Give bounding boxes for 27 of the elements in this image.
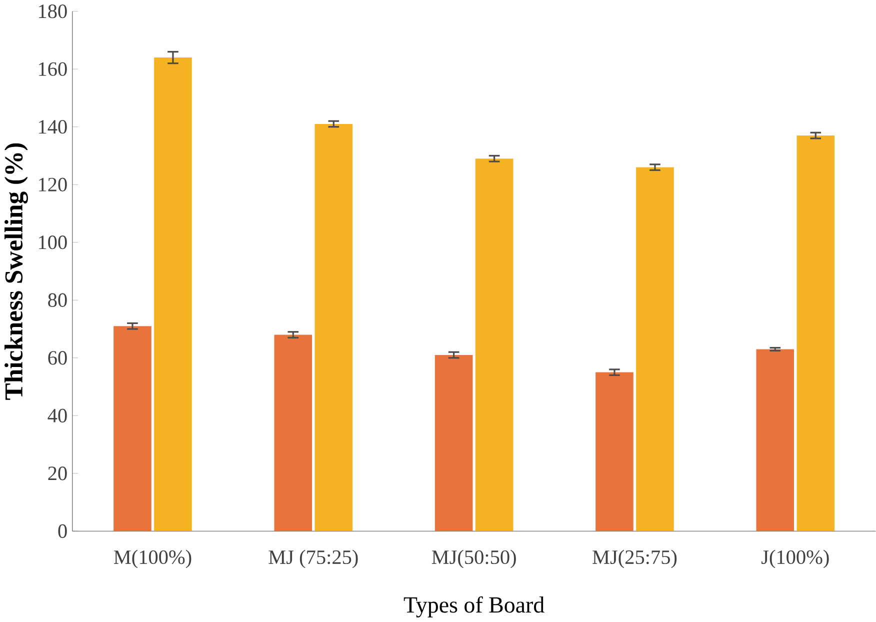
bar: [154, 58, 192, 532]
y-tick-label: 20: [48, 466, 67, 480]
x-tick-label: MJ(50:50): [432, 550, 516, 568]
bar: [274, 334, 312, 532]
y-tick-label: 60: [48, 351, 67, 365]
bar: [636, 167, 674, 532]
bar: [434, 355, 473, 532]
x-axis-title: Types of Board: [404, 596, 544, 618]
y-tick-label: 100: [39, 236, 67, 250]
bar: [114, 326, 152, 532]
y-tick-label: 0: [58, 524, 67, 538]
x-tick-label: M(100%): [114, 550, 192, 568]
y-tick-label: 180: [39, 4, 67, 18]
bar: [796, 136, 835, 532]
y-tick-label: 40: [48, 408, 67, 422]
bar: [756, 349, 794, 532]
bar: [314, 124, 353, 532]
y-tick-label: 120: [39, 178, 67, 192]
x-tick-label: MJ (75:25): [268, 550, 358, 568]
x-tick-label: MJ(25:75): [592, 550, 677, 568]
bar: [475, 158, 514, 532]
x-tick-label: J(100%): [762, 550, 829, 568]
bar: [596, 372, 634, 532]
y-axis-title: Thickness Swelling (%): [4, 143, 28, 400]
y-tick-label: 160: [39, 62, 67, 76]
y-tick-label: 140: [39, 120, 67, 134]
y-tick-label: 80: [48, 293, 67, 307]
